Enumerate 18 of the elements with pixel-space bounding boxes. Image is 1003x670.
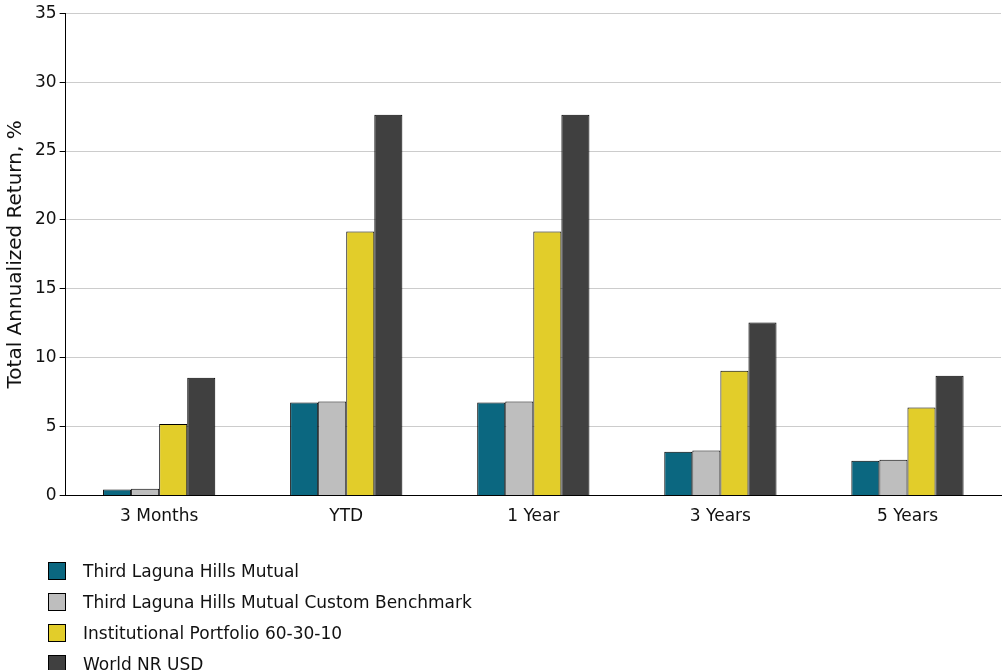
y-tick-label: 0 [45, 484, 57, 505]
y-tick-label: 25 [34, 139, 57, 160]
x-tick-label: 1 Year [507, 505, 560, 526]
legend-label: Third Laguna Hills Mutual [83, 560, 300, 581]
y-tick-label: 15 [34, 277, 57, 298]
y-tick-label: 35 [34, 1, 57, 22]
y-tick-label: 30 [34, 70, 57, 91]
y-tick-label: 5 [45, 415, 57, 436]
y-tick-label: 10 [34, 346, 57, 367]
x-tick-label: 3 Years [689, 505, 752, 526]
legend-label: World NR USD [83, 653, 204, 670]
legend-label: Third Laguna Hills Mutual Custom Benchmark [83, 591, 472, 612]
x-tick-label: 5 Years [876, 505, 939, 526]
x-tick-label: YTD [328, 505, 364, 526]
legend-label: Institutional Portfolio 60-30-10 [83, 622, 343, 643]
y-tick-label: 20 [34, 208, 57, 229]
y-axis-title: Total Annualized Return, % [2, 120, 27, 390]
x-tick-label: 3 Months [119, 505, 199, 526]
